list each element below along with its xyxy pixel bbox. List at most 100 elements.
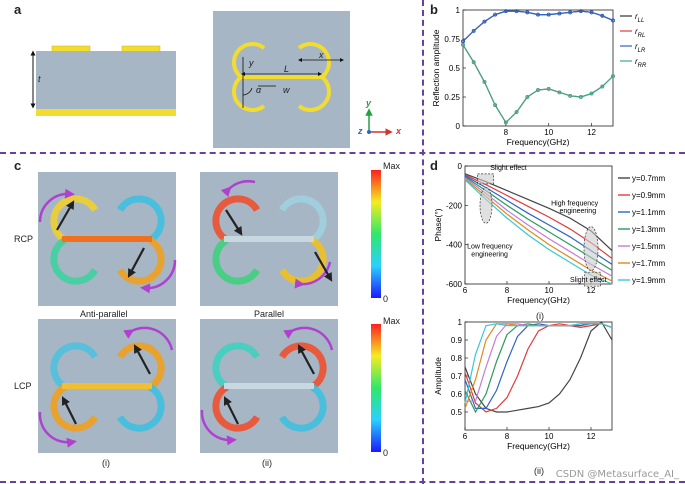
colorbar-top-max: Max bbox=[383, 161, 401, 171]
panel-letter-a: a bbox=[14, 2, 22, 17]
label-t: t bbox=[38, 74, 41, 84]
data-point bbox=[536, 12, 540, 17]
sub-label-i-d: (i) bbox=[536, 311, 544, 321]
x-tick-label: 10 bbox=[544, 128, 553, 137]
x-tick-label: 8 bbox=[504, 128, 509, 137]
data-point bbox=[493, 103, 498, 108]
x-axis-label: Frequency(GHz) bbox=[507, 137, 570, 147]
series-line-r_RR bbox=[462, 44, 614, 124]
colorbar-bottom bbox=[371, 324, 381, 452]
y-axis-label: Phase(°) bbox=[433, 208, 443, 241]
side-view bbox=[30, 45, 176, 116]
data-point bbox=[461, 39, 465, 44]
row-label-lcp: LCP bbox=[14, 381, 32, 391]
series-line-y=1.7mm bbox=[464, 323, 613, 409]
y-tick-label: 0.9 bbox=[451, 336, 463, 345]
label-alpha: α bbox=[256, 85, 262, 95]
legend-label-r_LL: rLL bbox=[635, 12, 644, 24]
data-point bbox=[525, 10, 530, 15]
data-point bbox=[589, 10, 594, 15]
data-point bbox=[568, 10, 573, 15]
x-tick-label: 10 bbox=[545, 286, 554, 295]
caption-parallel: Parallel bbox=[254, 309, 285, 319]
annotation-ellipse-high bbox=[583, 226, 599, 271]
series-line-y=0.7mm bbox=[464, 321, 613, 413]
y-tick-label: 0.75 bbox=[444, 35, 460, 44]
y-tick-label: -400 bbox=[446, 241, 463, 250]
series-line-y=1.3mm bbox=[464, 323, 613, 414]
x-tick-label: 12 bbox=[587, 432, 596, 441]
annotation-slight1: Slight effect bbox=[490, 165, 527, 172]
legend-label-r_RL: rRL bbox=[635, 27, 645, 39]
panel-c-graphic bbox=[38, 170, 381, 453]
sub-label-ii-c: (ii) bbox=[262, 458, 272, 468]
panel-a-graphic bbox=[30, 11, 393, 148]
series-line-y=1.1mm bbox=[464, 323, 613, 410]
colorbar-top-min: 0 bbox=[383, 294, 389, 304]
y-tick-label: 0.8 bbox=[451, 354, 463, 363]
data-point bbox=[471, 60, 476, 65]
data-point bbox=[578, 9, 583, 14]
annotation-low1: Low frequency bbox=[467, 244, 513, 251]
data-point bbox=[482, 80, 487, 84]
annotation-low2: engineering bbox=[471, 251, 508, 258]
x-tick-label: 8 bbox=[505, 286, 510, 295]
data-point bbox=[600, 13, 605, 18]
plot-frame bbox=[462, 9, 614, 127]
colorbar-top bbox=[371, 170, 381, 298]
series-line-y=1.9mm bbox=[464, 323, 613, 404]
y-tick-label: 1 bbox=[456, 6, 461, 15]
y-tick-label: -600 bbox=[446, 280, 463, 289]
x-axis-label: Frequency(GHz) bbox=[507, 295, 570, 305]
x-tick-label: 10 bbox=[545, 432, 554, 441]
annotation-slight2: Slight effect bbox=[570, 277, 607, 284]
data-point bbox=[600, 84, 605, 89]
legend-label-r_RR: rRR bbox=[635, 57, 647, 69]
label-L: L bbox=[284, 64, 290, 74]
top-view bbox=[213, 11, 350, 148]
data-point bbox=[493, 12, 498, 17]
data-point bbox=[557, 90, 562, 95]
legend-label-y=1.9mm: y=1.9mm bbox=[632, 276, 665, 285]
watermark: CSDN @Metasurface_AI_ bbox=[555, 469, 679, 480]
data-point bbox=[568, 93, 573, 98]
chart-b: 8 10 12 0 0.25 0.5 0.75 1 Frequency(GHz) Reflecti… bbox=[431, 6, 647, 147]
axis-label-y: y bbox=[366, 98, 372, 108]
y-tick-label: 0 bbox=[458, 162, 463, 171]
panel-letter-c: c bbox=[14, 158, 22, 173]
data-point bbox=[525, 95, 530, 99]
divider-top bbox=[0, 152, 685, 154]
data-point bbox=[589, 91, 594, 96]
data-point bbox=[471, 28, 476, 33]
divider-vertical bbox=[422, 0, 424, 484]
y-tick-label: -200 bbox=[446, 201, 463, 210]
sub-label-ii-d: (ii) bbox=[534, 466, 544, 476]
data-point bbox=[557, 11, 562, 16]
legend-label-y=0.9mm: y=0.9mm bbox=[632, 191, 665, 200]
field-map-rcp-parallel bbox=[200, 172, 338, 306]
caption-anti-parallel: Anti-parallel bbox=[80, 309, 128, 319]
chart-d-amplitude: 6 8 10 12 0.5 0.6 0.7 0.8 0.9 1 Frequency(GHz) Ampl… bbox=[433, 318, 613, 451]
y-tick-label: 0 bbox=[456, 122, 461, 131]
series-line-y=0.9mm bbox=[464, 323, 613, 413]
legend-label-y=1.7mm: y=1.7mm bbox=[632, 259, 665, 268]
axis-label-z: z bbox=[358, 126, 363, 136]
y-tick-label: 0.6 bbox=[451, 390, 463, 399]
data-point bbox=[611, 74, 615, 79]
data-point bbox=[546, 86, 551, 91]
field-map-lcp-anti bbox=[38, 319, 176, 453]
legend-label-y=1.1mm: y=1.1mm bbox=[632, 208, 665, 217]
y-tick-label: 0.7 bbox=[451, 372, 463, 381]
sub-label-i-c: (i) bbox=[102, 458, 110, 468]
x-tick-label: 12 bbox=[587, 286, 596, 295]
data-point bbox=[482, 19, 487, 24]
divider-bottom bbox=[0, 481, 685, 483]
x-tick-label: 6 bbox=[463, 286, 468, 295]
label-y: y bbox=[249, 58, 254, 68]
label-w: w bbox=[283, 85, 290, 95]
y-tick-label: 0.5 bbox=[449, 64, 461, 73]
annotation-high1: High frequency bbox=[551, 200, 599, 207]
x-tick-label: 8 bbox=[505, 432, 510, 441]
data-point bbox=[546, 12, 551, 17]
legend-label-y=1.3mm: y=1.3mm bbox=[632, 225, 665, 234]
